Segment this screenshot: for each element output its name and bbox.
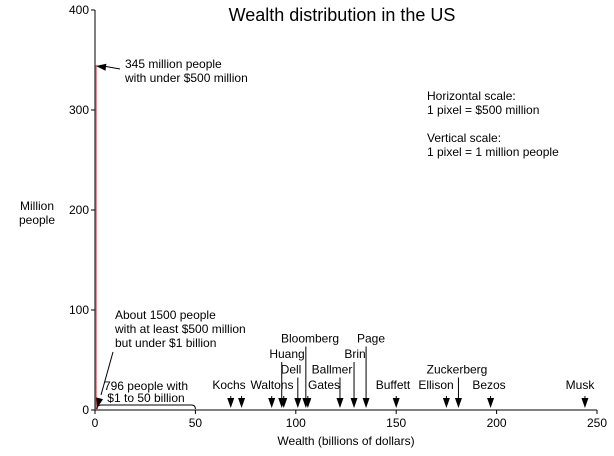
bracket-1b-50b [96, 404, 196, 410]
annotation-500m-1b: About 1500 people [115, 308, 216, 322]
bar-under-500m [95, 65, 97, 410]
billionaire-kochs-arrow-head [227, 398, 235, 408]
billionaire-bloomberg-label: Bloomberg [281, 332, 339, 346]
billionaire-dell-label: Dell [281, 363, 302, 377]
billionaire-buffett-label: Buffett [376, 378, 411, 392]
billionaire-page-arrow-head [362, 398, 370, 408]
billionaire-dell-arrow-head [294, 398, 302, 408]
scale-note-line: Vertical scale: [427, 131, 501, 145]
billionaire-waltons-label: Waltons [251, 378, 294, 392]
billionaire-kochs-label: Kochs [212, 378, 245, 392]
billionaire-huang-arrow-head [278, 398, 286, 408]
billionaire-huang-label: Huang [269, 347, 304, 361]
x-axis-label: Wealth (billions of dollars) [277, 434, 414, 448]
scale-note-line: 1 pixel = $500 million [427, 103, 539, 117]
billionaire-zuckerberg-arrow-head [454, 398, 462, 408]
billionaire-marker-arrow-head [238, 398, 246, 408]
billionaire-ellison-arrow-head [442, 398, 450, 408]
scale-note-line: Horizontal scale: [427, 89, 516, 103]
bars [95, 65, 97, 410]
billionaire-gates-label: Gates [308, 378, 340, 392]
x-tick-label: 100 [286, 416, 306, 430]
x-tick-label: 200 [487, 416, 507, 430]
y-axis-label-line: people [19, 213, 55, 227]
billionaire-ellison-label: Ellison [418, 378, 453, 392]
billionaire-buffett-arrow-head [392, 398, 400, 408]
annotation-under-500m: 345 million people [125, 57, 222, 71]
scale-note: Horizontal scale:1 pixel = $500 million V… [427, 89, 559, 159]
x-tick-label: 0 [92, 416, 99, 430]
y-tick-label: 0 [82, 403, 89, 417]
billionaire-markers: Kochs Waltons Huang Dell Bloomberg GatesBallm… [212, 332, 596, 408]
arrow-500m-1b-line [100, 351, 114, 396]
billionaire-zuckerberg-label: Zuckerberg [427, 363, 488, 377]
scale-note-line: 1 pixel = 1 million people [427, 145, 559, 159]
annotation-under-500m: with under $500 million [124, 71, 248, 85]
axis-ticks: 0 100 200 300 400 0 50 100 150 200 250 [69, 3, 607, 430]
billionaire-brin-arrow-head [350, 398, 358, 408]
arrow-under-500m-line [105, 66, 121, 70]
x-tick-label: 50 [189, 416, 203, 430]
billionaire-musk-label: Musk [566, 378, 596, 392]
billionaire-waltons-arrow-head [268, 398, 276, 408]
chart-title: Wealth distribution in the US [229, 5, 456, 25]
billionaire-bezos-arrow-head [487, 398, 495, 408]
billionaire-ballmer-label: Ballmer [312, 363, 353, 377]
billionaire-bezos-label: Bezos [472, 378, 505, 392]
y-tick-label: 400 [69, 3, 89, 17]
annotation-1b-50b: $1 to 50 billion [107, 391, 184, 405]
y-axis-label-line: Million [20, 199, 54, 213]
annotation-1b-50b: 796 people with [104, 379, 188, 393]
x-tick-label: 150 [386, 416, 406, 430]
billionaire-brin-label: Brin [344, 347, 365, 361]
annotation-500m-1b: with at least $500 million [114, 322, 246, 336]
y-tick-label: 200 [69, 203, 89, 217]
billionaire-page-label: Page [357, 332, 385, 346]
annotation-500m-1b: but under $1 billion [115, 336, 216, 350]
billionaire-ballmer-arrow-head [336, 398, 344, 408]
arrow-under-500m-head [96, 63, 107, 71]
y-tick-label: 100 [69, 303, 89, 317]
x-tick-label: 250 [587, 416, 607, 430]
billionaire-musk-arrow-head [581, 398, 589, 408]
billionaire-gates-arrow-head [304, 398, 312, 408]
y-tick-label: 300 [69, 103, 89, 117]
